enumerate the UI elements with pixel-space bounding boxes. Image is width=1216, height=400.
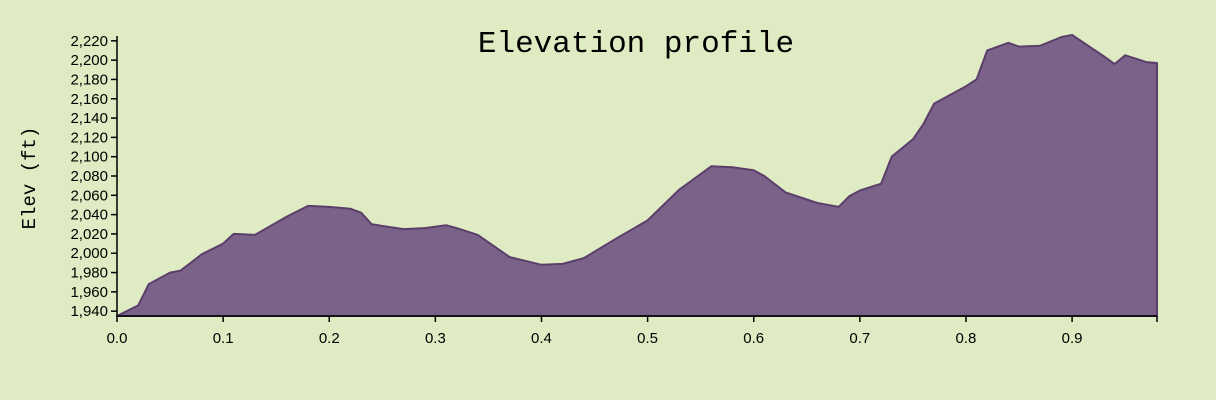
y-tick-label: 2,100 [70, 149, 108, 166]
elevation-area [116, 34, 1158, 317]
y-tick-label: 2,160 [70, 91, 108, 108]
y-tick-label: 1,940 [70, 303, 108, 320]
y-tick-label: 2,220 [70, 33, 108, 50]
y-tick-label: 2,040 [70, 207, 108, 224]
y-axis: 1,940 1,960 1,980 2,000 2,020 2,040 2,060 2,080… [70, 33, 118, 320]
y-tick-label: 2,120 [70, 129, 108, 146]
x-tick-label: 0.3 [425, 330, 446, 347]
y-tick-label: 2,200 [70, 52, 108, 69]
y-axis-label: Elev (ft) [19, 127, 41, 230]
y-tick-label: 1,960 [70, 284, 108, 301]
chart-title: Elevation profile [478, 27, 794, 62]
x-tick-label: 0.4 [531, 330, 552, 347]
y-tick-label: 2,020 [70, 226, 108, 243]
y-tick-label: 1,980 [70, 265, 108, 282]
x-tick-label: 0.6 [743, 330, 764, 347]
x-tick-label: 0.8 [956, 330, 977, 347]
x-tick-label: 0.1 [213, 330, 234, 347]
x-tick-label: 0.5 [637, 330, 658, 347]
y-tick-label: 2,140 [70, 110, 108, 127]
y-tick-label: 2,180 [70, 71, 108, 88]
x-tick-label: 0.0 [107, 330, 128, 347]
x-tick-label: 0.2 [319, 330, 340, 347]
x-tick-label: 0.7 [849, 330, 870, 347]
x-tick-label: 0.9 [1062, 330, 1083, 347]
y-tick-label: 2,060 [70, 187, 108, 204]
x-axis: 0.0 0.1 0.2 0.3 0.4 0.5 0.6 0.7 0.8 0.9 [107, 315, 1158, 347]
y-tick-label: 2,000 [70, 245, 108, 262]
y-tick-label: 2,080 [70, 168, 108, 185]
